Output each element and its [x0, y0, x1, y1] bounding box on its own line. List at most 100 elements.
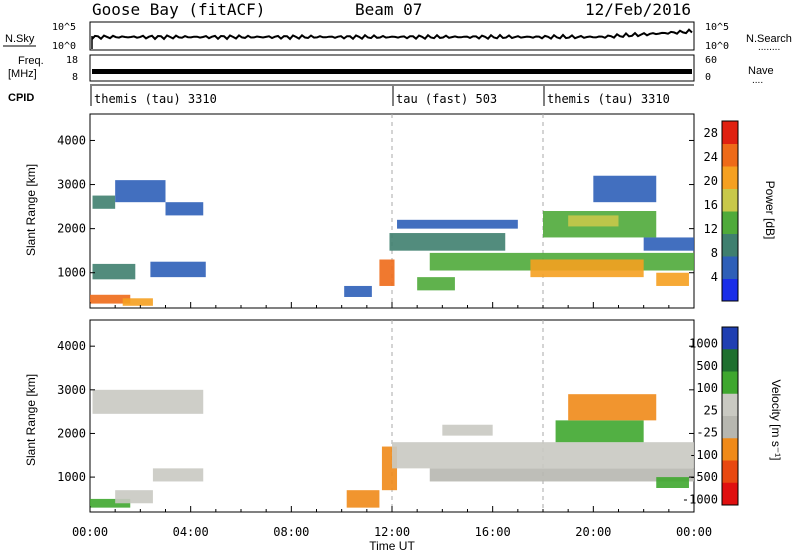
cpid-segment-label: themis (tau) 3310 [547, 92, 670, 106]
nsky-tick-bot: 10^0 [52, 41, 76, 52]
xtick-label: 16:00 [475, 525, 511, 539]
velocity-colorbar-tick: -500 [689, 470, 718, 484]
power-region [122, 298, 153, 306]
power-region [568, 215, 619, 227]
nsky-label: N.Sky [5, 33, 35, 45]
power-ytick-label: 3000 [57, 178, 86, 192]
power-colorbar-cell [722, 233, 738, 257]
nave-tick-bot: 0 [705, 72, 711, 83]
xtick-label: 00:00 [676, 525, 712, 539]
cpid-label: CPID [8, 92, 34, 104]
freq-tick-bot: 8 [72, 72, 78, 83]
freq-label-1: Freq. [18, 55, 44, 67]
power-colorbar-tick: 20 [704, 174, 718, 188]
velocity-colorbar-tick: 100 [696, 381, 718, 395]
power-ytick-label: 2000 [57, 222, 86, 236]
power-region [165, 202, 204, 216]
velocity-ytick-label: 1000 [57, 470, 86, 484]
nave-dots: .... [752, 75, 763, 86]
nsearch-label: N.Search [746, 33, 792, 45]
velocity-colorbar-tick: -1000 [682, 492, 718, 506]
velocity-region [656, 477, 689, 488]
power-colorbar-tick: 28 [704, 126, 718, 140]
power-colorbar-tick: 12 [704, 222, 718, 236]
nave-label: Nave [748, 65, 774, 77]
nsearch-dots: ........ [758, 42, 780, 53]
power-region [379, 259, 395, 286]
velocity-region [392, 442, 694, 469]
xtick-label: 20:00 [575, 525, 611, 539]
nave-tick-top: 60 [705, 55, 717, 66]
velocity-region [568, 394, 657, 421]
cpid-segment-label: themis (tau) 3310 [94, 92, 217, 106]
velocity-colorbar-tick: -25 [696, 426, 718, 440]
power-colorbar-tick: 8 [711, 246, 718, 260]
velocity-colorbar-cell [722, 349, 738, 372]
velocity-colorbar-tick: 500 [696, 359, 718, 373]
power-region [530, 259, 644, 278]
velocity-colorbar-cell [722, 371, 738, 395]
velocity-colorbar-cell [722, 393, 738, 417]
velocity-region [429, 468, 694, 482]
power-ylabel: Slant Range [km] [24, 164, 38, 256]
cpid-segments: themis (tau) 3310 tau (fast) 503 themis (t… [90, 86, 670, 106]
velocity-ytick-label: 4000 [57, 339, 86, 353]
power-region [115, 180, 166, 203]
velocity-ylabel: Slant Range [km] [24, 374, 38, 466]
velocity-region [346, 490, 380, 508]
nsearch-tick-bot: 10^0 [705, 41, 729, 52]
xtick-label: 04:00 [173, 525, 209, 539]
xtick-label: 08:00 [273, 525, 309, 539]
velocity-ytick-label: 2000 [57, 426, 86, 440]
power-colorbar-tick: 24 [704, 150, 718, 164]
freq-tick-top: 18 [66, 55, 78, 66]
station-title: Goose Bay (fitACF) [92, 0, 265, 19]
velocity-ytick-label: 3000 [57, 383, 86, 397]
power-region [344, 285, 372, 297]
power-colorbar-cell [722, 211, 738, 234]
nsky-tick-top: 10^5 [52, 22, 76, 33]
power-colorbar-cell [722, 278, 738, 302]
power-colorbar-tick: 16 [704, 198, 718, 212]
power-colorbar-cell [722, 256, 738, 279]
power-colorbar-frame [721, 120, 739, 302]
power-cb-label: Power [dB] [763, 181, 777, 240]
velocity-panel: 1000 2000 3000 4000 1000 500 100 25 -25 -100 -500 -… [57, 319, 739, 513]
velocity-colorbar-cell [722, 438, 738, 461]
nsky-panel [89, 21, 695, 51]
power-panel: 1000 2000 3000 4000 4 8 12 16 20 24 28 [57, 113, 739, 309]
velocity-region [442, 424, 493, 436]
power-ytick-label: 1000 [57, 266, 86, 280]
power-colorbar-cell [722, 188, 738, 212]
xtick-label: 12:00 [374, 525, 410, 539]
velocity-cb-label: Velocity [m s⁻¹] [769, 379, 783, 460]
power-colorbar-tick: 4 [711, 270, 718, 284]
xlabel: Time UT [369, 539, 415, 553]
velocity-colorbar-cell [722, 416, 738, 439]
power-region [643, 237, 694, 251]
beam-title: Beam 07 [355, 0, 422, 19]
power-region [92, 263, 136, 280]
velocity-region [555, 420, 644, 443]
velocity-region [90, 498, 131, 508]
velocity-colorbar-cell [722, 482, 738, 506]
velocity-colorbar-tick: 25 [704, 403, 718, 417]
nsky-line [91, 28, 693, 41]
nsearch-tick-top: 10^5 [705, 22, 729, 33]
velocity-colorbar-tick: -100 [689, 448, 718, 462]
power-ytick-label: 4000 [57, 133, 86, 147]
velocity-region [152, 468, 204, 482]
xtick-label: 00:00 [72, 525, 108, 539]
power-region [656, 272, 689, 286]
velocity-colorbar-cell [722, 327, 738, 350]
power-colorbar-cell [722, 166, 738, 189]
power-region [417, 277, 455, 291]
velocity-colorbar-tick: 1000 [689, 337, 718, 351]
power-region [389, 233, 506, 251]
power-region [397, 219, 518, 229]
power-region [593, 175, 657, 203]
velocity-colorbar-frame [721, 326, 739, 506]
power-colorbar-cell [722, 121, 738, 144]
velocity-colorbar-cell [722, 460, 738, 484]
